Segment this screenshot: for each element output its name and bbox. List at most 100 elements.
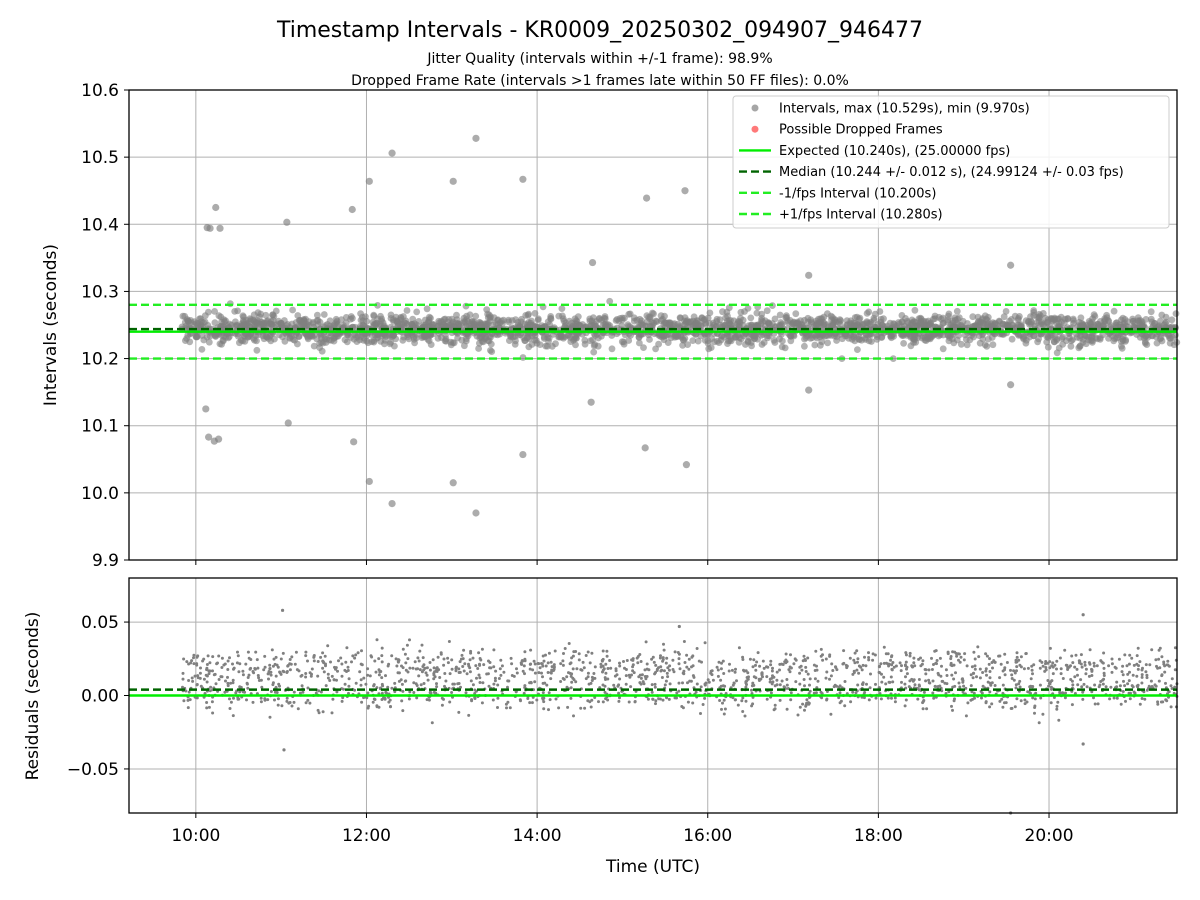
residual-point xyxy=(771,666,774,670)
interval-point xyxy=(1110,307,1118,315)
residual-point xyxy=(802,678,806,681)
residual-point xyxy=(1117,657,1121,661)
residual-point xyxy=(202,677,206,681)
residual-point xyxy=(354,653,358,657)
residual-point xyxy=(425,666,429,670)
interval-point xyxy=(1022,317,1030,324)
residual-point xyxy=(900,680,903,684)
interval-point xyxy=(704,340,712,347)
residual-point xyxy=(438,676,442,679)
residual-point xyxy=(460,653,464,657)
residual-point xyxy=(316,660,320,663)
residual-point xyxy=(362,696,366,700)
residual-point xyxy=(1019,665,1023,669)
residual-point xyxy=(425,673,429,677)
residual-point xyxy=(637,675,641,679)
residual-point xyxy=(1141,666,1144,670)
residual-point xyxy=(860,668,864,672)
residual-point xyxy=(251,700,255,704)
interval-point xyxy=(1044,343,1052,351)
residual-point xyxy=(368,674,372,678)
residual-point xyxy=(537,671,541,675)
residual-point xyxy=(1167,664,1171,668)
residual-point xyxy=(954,671,957,675)
residual-point xyxy=(248,667,252,671)
residual-point xyxy=(293,662,297,666)
interval-outlier-point xyxy=(805,386,813,394)
residual-point xyxy=(1136,646,1140,650)
interval-point xyxy=(472,312,480,320)
residual-point xyxy=(310,667,314,671)
residual-point xyxy=(245,682,249,686)
residual-point xyxy=(971,697,974,701)
interval-point xyxy=(240,318,248,326)
interval-point xyxy=(945,310,953,318)
residual-point xyxy=(276,697,280,701)
residual-point xyxy=(228,697,231,701)
residual-point xyxy=(312,655,316,659)
residual-point xyxy=(322,661,326,665)
interval-point xyxy=(831,316,839,323)
residual-point xyxy=(961,690,965,694)
residual-point xyxy=(1025,700,1029,704)
residual-point xyxy=(549,660,553,664)
interval-point xyxy=(771,339,779,346)
interval-point xyxy=(1000,313,1008,321)
residual-point xyxy=(288,658,292,661)
residual-point xyxy=(843,704,847,708)
residual-point xyxy=(1090,668,1094,672)
interval-outlier-point xyxy=(588,258,597,267)
residual-point xyxy=(1014,683,1018,687)
residual-point xyxy=(754,668,758,672)
interval-point xyxy=(778,320,786,328)
residual-point xyxy=(1156,700,1160,704)
residual-point xyxy=(1015,697,1019,701)
residual-point xyxy=(520,662,524,666)
interval-point xyxy=(706,309,714,317)
residual-point xyxy=(969,684,973,688)
residual-point xyxy=(744,685,748,689)
residual-point xyxy=(493,676,497,680)
residual-point xyxy=(475,676,478,680)
residual-point xyxy=(204,673,208,677)
residual-point xyxy=(300,684,304,688)
residual-point xyxy=(403,652,407,656)
residual-point xyxy=(939,674,943,678)
residual-point xyxy=(1055,707,1059,711)
interval-point xyxy=(848,335,856,343)
interval-point xyxy=(533,339,541,347)
residual-point xyxy=(1081,690,1085,694)
residual-point xyxy=(993,684,997,687)
residual-point xyxy=(393,690,397,694)
residual-point xyxy=(182,657,186,661)
residual-point xyxy=(263,665,267,669)
interval-point xyxy=(962,336,970,343)
interval-outlier-point xyxy=(1007,261,1015,269)
residual-point xyxy=(744,669,748,673)
residual-point xyxy=(695,682,699,686)
residual-point xyxy=(721,701,724,705)
residual-point xyxy=(893,700,897,704)
interval-point xyxy=(228,321,235,329)
interval-point xyxy=(1008,335,1016,343)
residual-point xyxy=(806,672,810,676)
intervals-y-tick-label: 10.6 xyxy=(81,81,119,101)
interval-point xyxy=(794,319,802,327)
interval-point xyxy=(1134,314,1142,321)
residual-point xyxy=(653,685,657,689)
residual-point xyxy=(627,700,631,704)
residual-point xyxy=(184,689,188,693)
residual-point xyxy=(343,682,347,686)
residual-point xyxy=(205,706,209,710)
residual-point xyxy=(950,673,954,677)
interval-outlier-point xyxy=(472,134,480,142)
residual-point xyxy=(691,701,695,705)
residual-point xyxy=(828,677,831,681)
residual-point xyxy=(601,649,605,653)
residual-point xyxy=(454,669,458,673)
residual-point xyxy=(531,668,535,672)
residual-point xyxy=(331,697,335,701)
residual-point xyxy=(415,684,419,687)
residual-point xyxy=(195,696,199,700)
residual-point xyxy=(413,660,417,664)
